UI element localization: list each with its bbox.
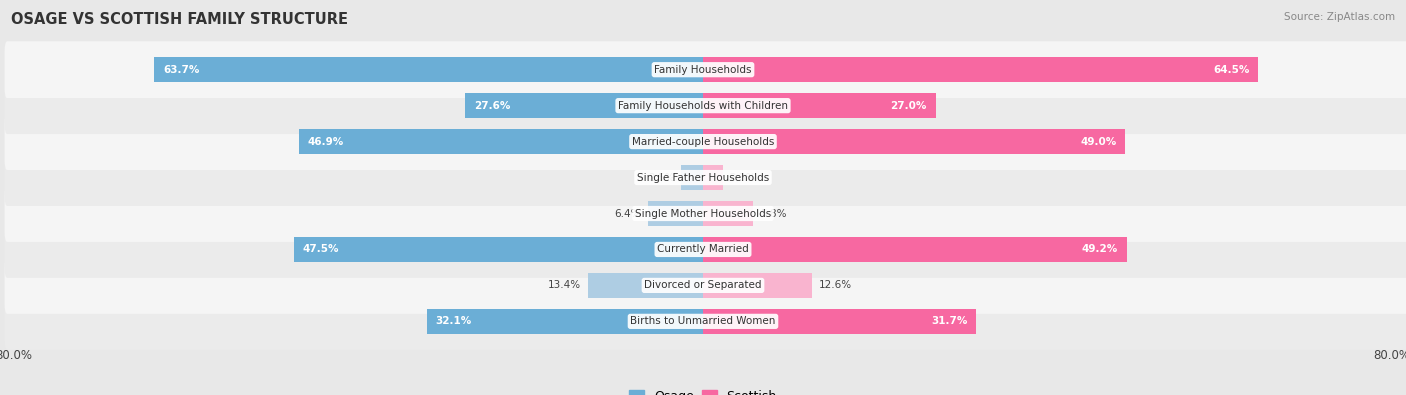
FancyBboxPatch shape <box>4 113 1406 170</box>
Bar <box>703 165 723 190</box>
FancyBboxPatch shape <box>4 149 1406 206</box>
Text: 64.5%: 64.5% <box>1213 65 1250 75</box>
Text: Divorced or Separated: Divorced or Separated <box>644 280 762 290</box>
Bar <box>703 273 811 298</box>
Text: 6.4%: 6.4% <box>614 209 641 218</box>
Bar <box>155 57 703 82</box>
Text: 27.0%: 27.0% <box>890 101 927 111</box>
Bar <box>465 93 703 118</box>
Text: Family Households: Family Households <box>654 65 752 75</box>
Bar <box>299 129 703 154</box>
Text: 49.2%: 49.2% <box>1081 245 1118 254</box>
FancyBboxPatch shape <box>4 257 1406 314</box>
Text: 12.6%: 12.6% <box>818 280 852 290</box>
FancyBboxPatch shape <box>4 293 1406 350</box>
Bar <box>648 201 703 226</box>
Text: 32.1%: 32.1% <box>436 316 471 326</box>
Text: Source: ZipAtlas.com: Source: ZipAtlas.com <box>1284 12 1395 22</box>
Text: 49.0%: 49.0% <box>1080 137 1116 147</box>
Text: Single Father Households: Single Father Households <box>637 173 769 182</box>
Bar <box>294 237 703 262</box>
FancyBboxPatch shape <box>4 41 1406 98</box>
Bar <box>588 273 703 298</box>
Text: 47.5%: 47.5% <box>302 245 339 254</box>
Bar <box>703 237 1126 262</box>
FancyBboxPatch shape <box>4 221 1406 278</box>
Text: 46.9%: 46.9% <box>308 137 344 147</box>
Bar <box>703 201 754 226</box>
Bar <box>426 309 703 334</box>
Text: 2.5%: 2.5% <box>648 173 675 182</box>
Text: Births to Unmarried Women: Births to Unmarried Women <box>630 316 776 326</box>
Bar <box>703 129 1125 154</box>
Text: Family Households with Children: Family Households with Children <box>619 101 787 111</box>
Bar <box>703 93 935 118</box>
Text: OSAGE VS SCOTTISH FAMILY STRUCTURE: OSAGE VS SCOTTISH FAMILY STRUCTURE <box>11 12 349 27</box>
Text: 2.3%: 2.3% <box>730 173 756 182</box>
Text: 13.4%: 13.4% <box>547 280 581 290</box>
Text: Married-couple Households: Married-couple Households <box>631 137 775 147</box>
FancyBboxPatch shape <box>4 185 1406 242</box>
Bar <box>682 165 703 190</box>
Bar <box>703 309 976 334</box>
FancyBboxPatch shape <box>4 77 1406 134</box>
Text: Currently Married: Currently Married <box>657 245 749 254</box>
Text: 27.6%: 27.6% <box>474 101 510 111</box>
Text: 31.7%: 31.7% <box>931 316 967 326</box>
Text: 5.8%: 5.8% <box>759 209 786 218</box>
Text: 63.7%: 63.7% <box>163 65 200 75</box>
Text: Single Mother Households: Single Mother Households <box>636 209 770 218</box>
Bar <box>703 57 1258 82</box>
Legend: Osage, Scottish: Osage, Scottish <box>630 389 776 395</box>
